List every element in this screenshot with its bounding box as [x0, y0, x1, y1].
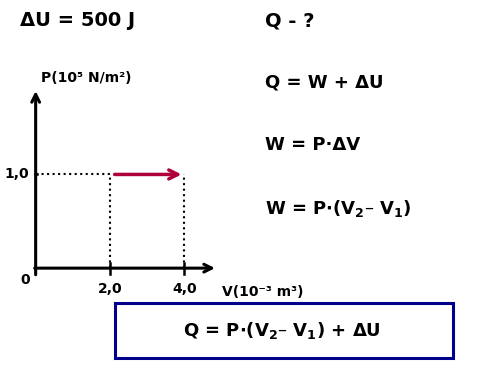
- Text: 0: 0: [21, 273, 30, 287]
- Text: 1,0: 1,0: [4, 167, 29, 181]
- Text: P(10⁵ N/m²): P(10⁵ N/m²): [41, 72, 132, 86]
- Text: Q = P$\mathbf{\cdot}$(V$_\mathbf{2}$– V$_\mathbf{1}$) + $\mathbf{\Delta}$U: Q = P$\mathbf{\cdot}$(V$_\mathbf{2}$– V$…: [183, 320, 381, 341]
- Text: ΔU = 500 J: ΔU = 500 J: [20, 11, 135, 30]
- Text: V(10⁻³ m³): V(10⁻³ m³): [221, 285, 303, 299]
- Text: 4,0: 4,0: [172, 282, 196, 296]
- Text: Q = W + ΔU: Q = W + ΔU: [265, 73, 383, 91]
- Text: Q - ?: Q - ?: [265, 11, 314, 30]
- Text: W = P·ΔV: W = P·ΔV: [265, 136, 360, 154]
- Text: W = P$\mathbf{\cdot}$(V$_\mathbf{2}$– V$_\mathbf{1}$): W = P$\mathbf{\cdot}$(V$_\mathbf{2}$– V$…: [265, 198, 411, 219]
- Text: 2,0: 2,0: [98, 282, 122, 296]
